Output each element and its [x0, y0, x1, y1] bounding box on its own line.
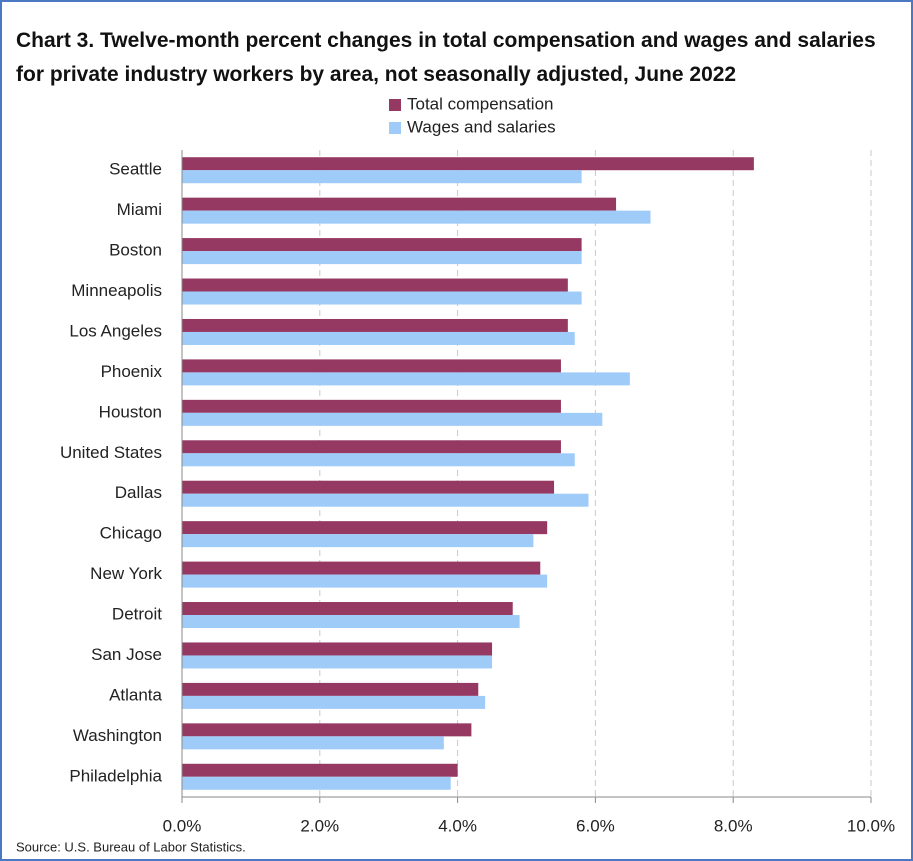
x-tick-label: 2.0%	[300, 816, 339, 835]
bar	[182, 359, 561, 373]
bar	[182, 291, 582, 305]
y-tick-label: San Jose	[91, 645, 162, 664]
legend-label: Wages and salaries	[407, 117, 556, 136]
x-tick-label: 8.0%	[714, 816, 753, 835]
bar	[182, 157, 754, 171]
bar	[182, 534, 534, 548]
legend-swatch	[389, 122, 401, 134]
bar	[182, 602, 513, 616]
bar	[182, 574, 548, 588]
y-tick-label: Boston	[109, 241, 162, 260]
bar	[182, 763, 458, 777]
bar	[182, 197, 617, 211]
bar	[182, 453, 575, 467]
y-tick-label: Washington	[73, 726, 162, 745]
bar	[182, 440, 561, 454]
bar	[182, 736, 444, 750]
bar	[182, 331, 575, 345]
y-tick-label: Dallas	[115, 483, 162, 502]
y-tick-label: Los Angeles	[69, 321, 162, 340]
bar	[182, 561, 541, 575]
bar	[182, 642, 493, 656]
bar	[182, 210, 651, 224]
x-tick-label: 4.0%	[438, 816, 477, 835]
bar	[182, 238, 582, 252]
source: Source: U.S. Bureau of Labor Statistics.	[16, 839, 246, 854]
y-tick-label: Miami	[117, 200, 162, 219]
y-tick-label: Phoenix	[101, 362, 163, 381]
bar	[182, 655, 493, 669]
bar	[182, 723, 472, 737]
x-tick-label: 10.0%	[847, 816, 895, 835]
x-tick-label: 6.0%	[576, 816, 615, 835]
chart-title: Chart 3. Twelve-month percent changes in…	[16, 29, 876, 86]
legend-label: Total compensation	[407, 94, 553, 113]
bar	[182, 695, 486, 709]
legend-swatch	[389, 99, 401, 111]
bar	[182, 493, 589, 507]
bar	[182, 521, 548, 535]
bar	[182, 776, 451, 790]
y-tick-label: Seattle	[109, 160, 162, 179]
y-tick-label: Houston	[99, 402, 162, 421]
y-tick-label: Atlanta	[109, 685, 162, 704]
bar	[182, 399, 561, 413]
bar	[182, 318, 568, 332]
x-tick-label: 0.0%	[163, 816, 202, 835]
bar	[182, 615, 520, 629]
bar	[182, 251, 582, 265]
bar	[182, 682, 479, 696]
bar	[182, 170, 582, 184]
y-tick-label: Chicago	[100, 524, 162, 543]
y-tick-label: Philadelphia	[69, 766, 162, 785]
y-tick-label: New York	[90, 564, 162, 583]
y-tick-label: United States	[60, 443, 162, 462]
bar	[182, 480, 555, 494]
bar	[182, 412, 603, 426]
bar	[182, 372, 630, 386]
y-tick-label: Detroit	[112, 605, 162, 624]
bar	[182, 278, 568, 292]
y-tick-label: Minneapolis	[71, 281, 162, 300]
